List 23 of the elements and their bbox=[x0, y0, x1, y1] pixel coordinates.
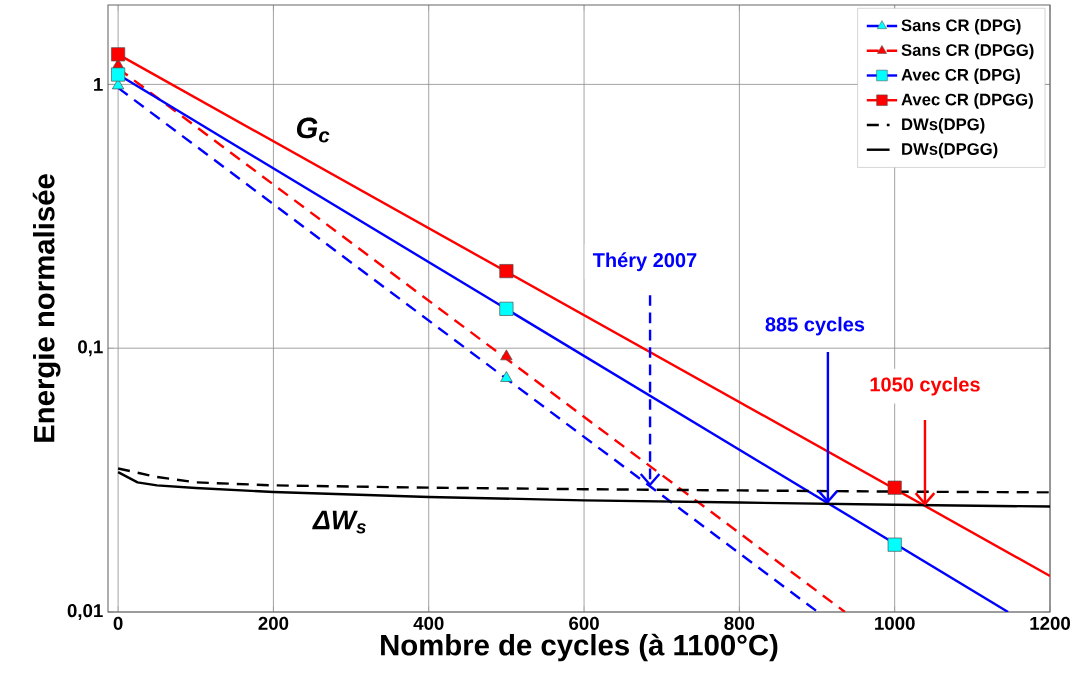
annotation: Théry 2007 bbox=[592, 252, 697, 272]
y-tick-label: 0,1 bbox=[78, 340, 103, 357]
legend-label: Sans CR (DPG) bbox=[901, 18, 1021, 35]
x-tick-label: 0 bbox=[113, 616, 123, 630]
y-tick-label: 0,01 bbox=[67, 604, 103, 620]
x-tick-label: 200 bbox=[258, 616, 289, 630]
legend-label: Avec CR (DPG) bbox=[901, 68, 1020, 84]
annotation: ΔW$_{s}$ bbox=[312, 510, 366, 534]
legend-label: DWs(DPGG) bbox=[902, 142, 998, 159]
annotation: 1050 cycles bbox=[870, 376, 980, 396]
legend-label: DWs(DPG) bbox=[902, 117, 985, 134]
legend-label: Avec CR (DPGG) bbox=[901, 93, 1033, 109]
x-tick-label: 1200 bbox=[1030, 616, 1070, 630]
y-tick-label: 1 bbox=[94, 77, 103, 91]
annotation: 885 cycles bbox=[765, 316, 865, 336]
x-axis-title: Nombre de cycles (à 1100°C) bbox=[381, 633, 778, 662]
x-tick-label: 400 bbox=[413, 616, 444, 630]
x-tick-label: 1000 bbox=[875, 616, 915, 630]
x-tick-label: 800 bbox=[724, 616, 755, 630]
x-tick-label: 600 bbox=[569, 616, 599, 630]
y-axis-title: Energie normalisée bbox=[32, 174, 61, 442]
annotation: G$_{c}$ bbox=[296, 117, 330, 143]
legend-label: Sans CR (DPGG) bbox=[901, 43, 1034, 60]
